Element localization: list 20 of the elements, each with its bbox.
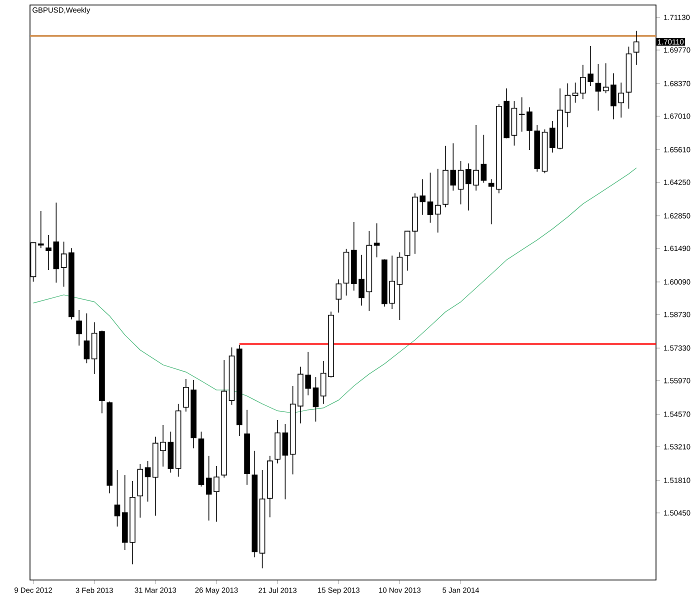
candlestick <box>60 241 67 288</box>
candlestick <box>595 64 602 112</box>
candlestick <box>434 168 441 233</box>
candlestick <box>488 178 494 225</box>
candlestick <box>282 424 288 500</box>
candlestick <box>144 460 151 502</box>
candlestick <box>312 376 319 422</box>
candlestick <box>38 210 44 249</box>
candlestick <box>76 310 82 346</box>
candlestick <box>564 82 571 128</box>
candlestick <box>84 312 90 364</box>
candlestick <box>374 222 380 258</box>
candlestick <box>46 234 52 270</box>
candlestick <box>336 278 342 314</box>
candlestick <box>427 172 434 224</box>
candlestick <box>480 134 487 184</box>
candlestick <box>114 470 120 527</box>
candlestick <box>458 160 464 205</box>
candlestick <box>633 30 640 66</box>
candlestick <box>572 82 578 104</box>
